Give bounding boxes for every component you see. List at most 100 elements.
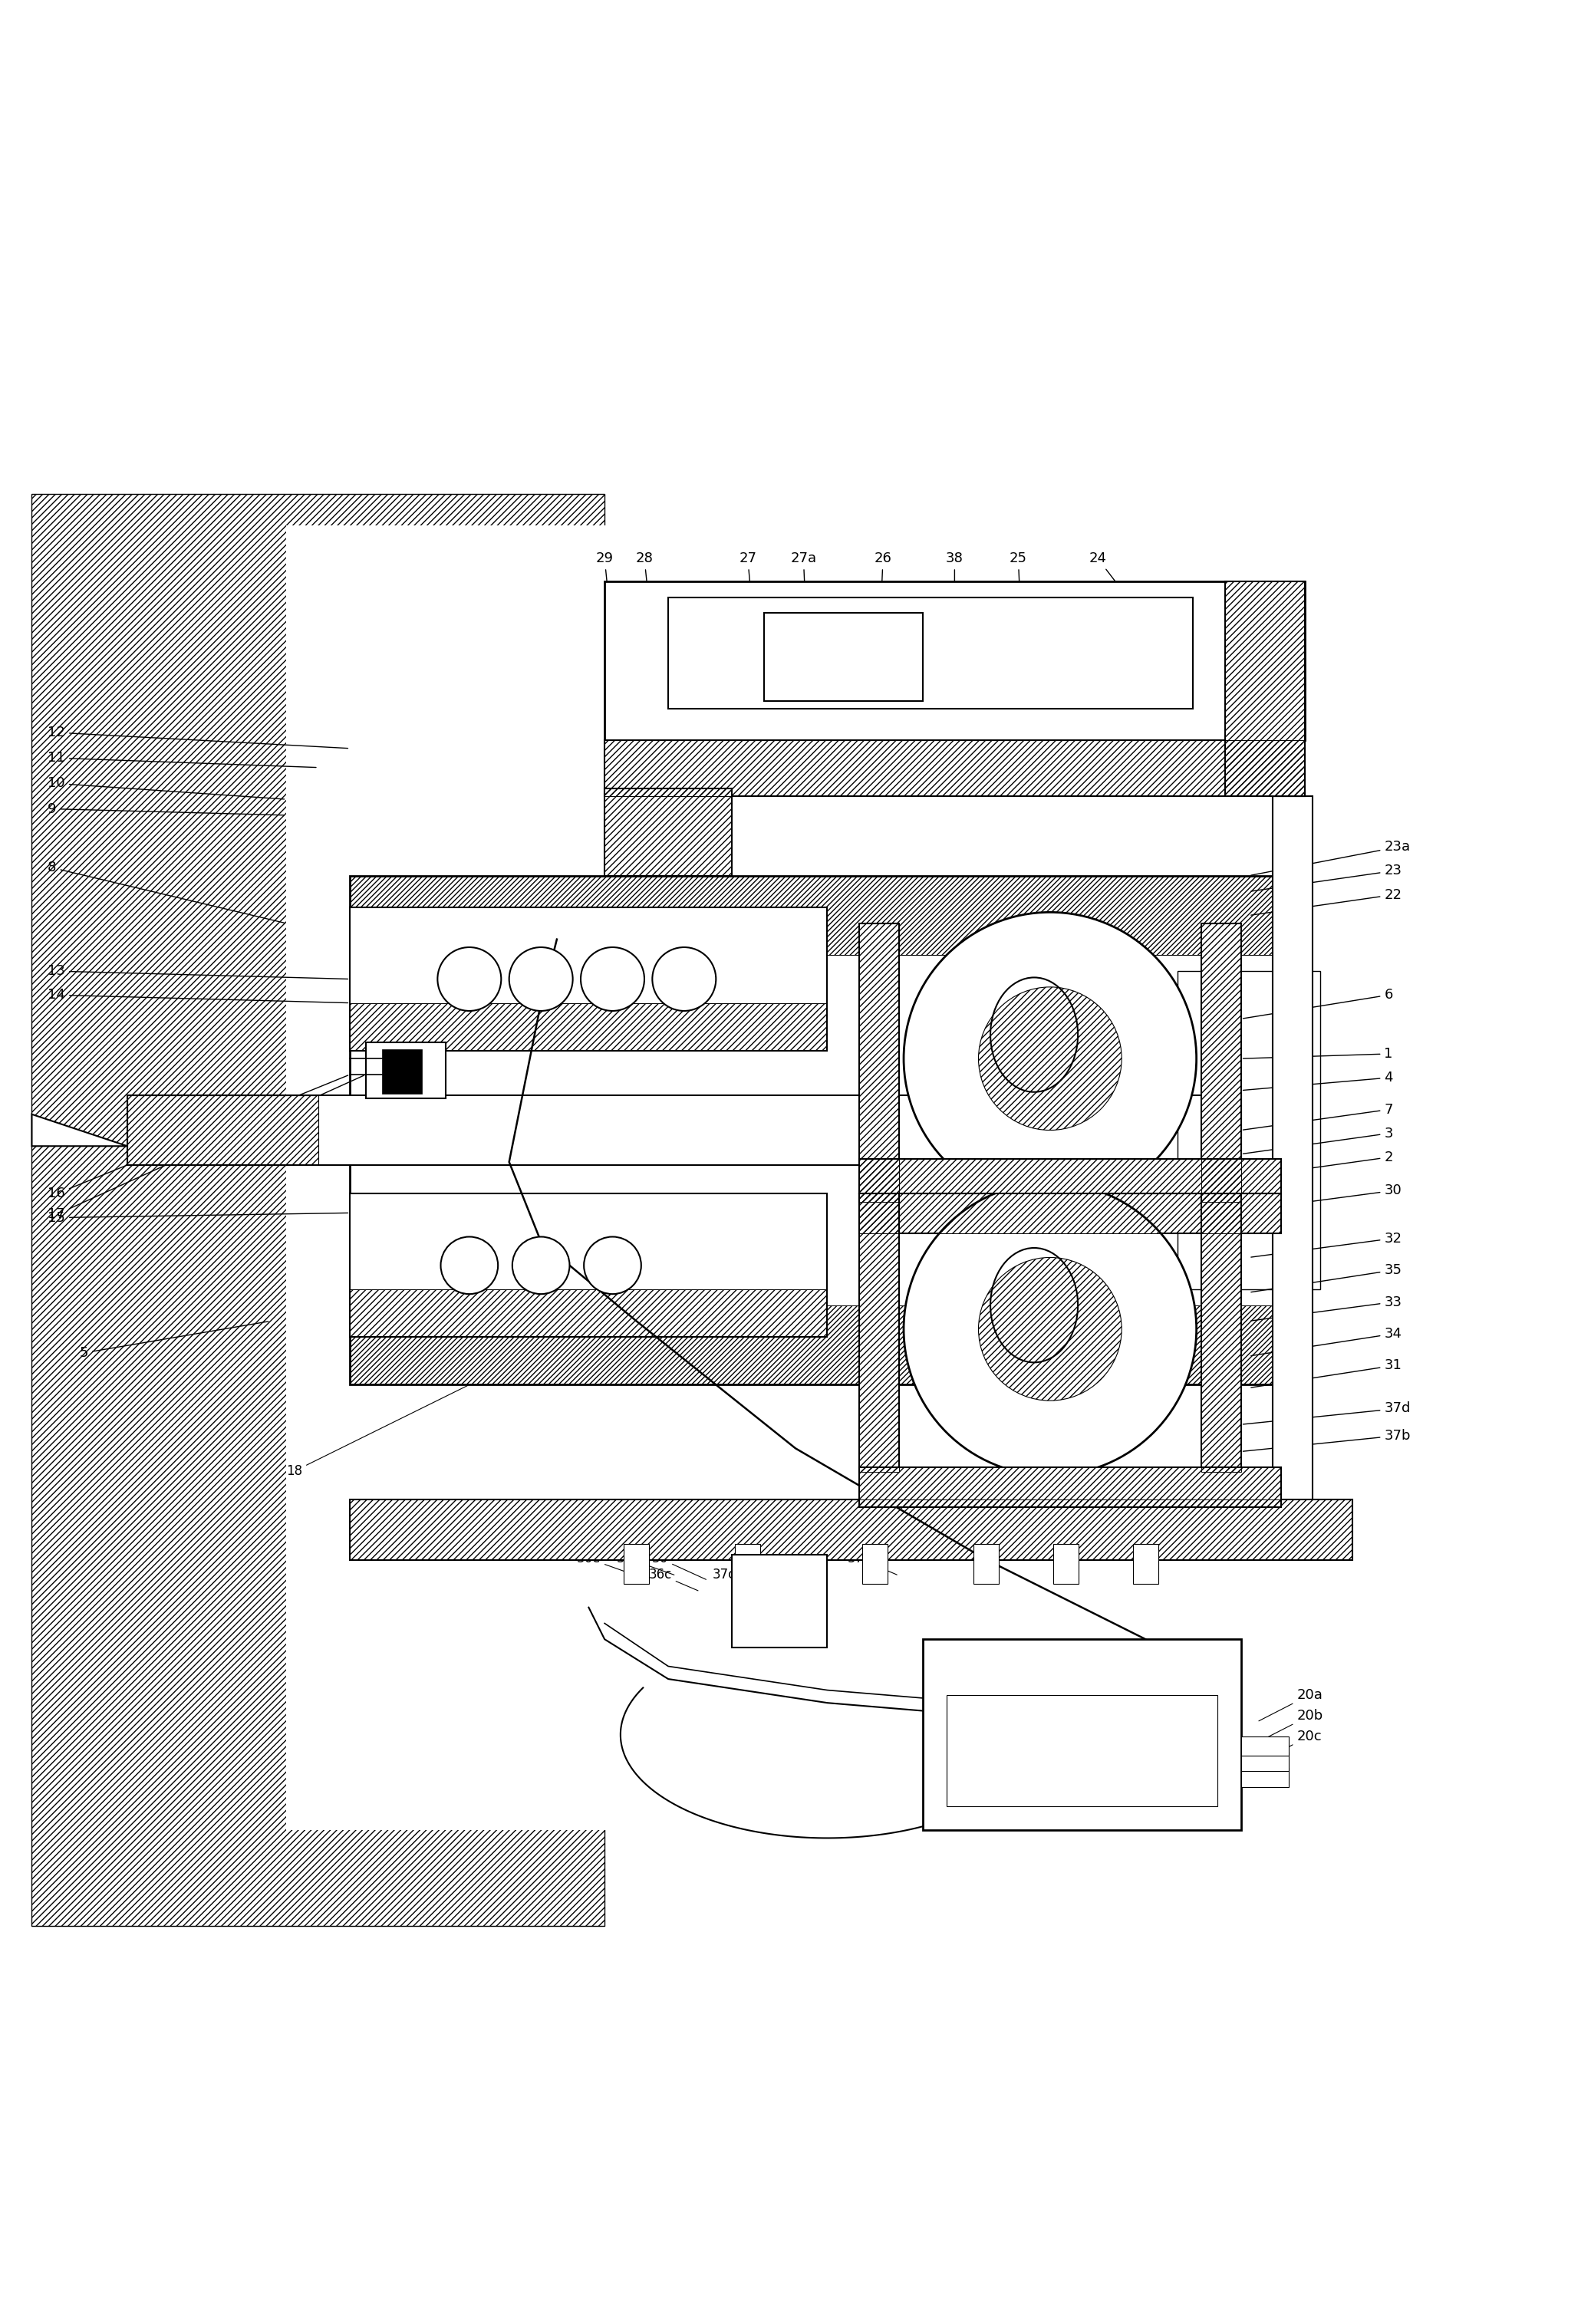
Text: 36b: 36b [480, 1522, 547, 1550]
Circle shape [512, 1236, 570, 1294]
Bar [605, 741, 1305, 797]
Ellipse shape [990, 978, 1077, 1092]
Text: 27: 27 [738, 551, 764, 739]
Text: 17: 17 [48, 1076, 364, 1222]
Text: 13: 13 [48, 964, 348, 978]
Circle shape [509, 948, 573, 1011]
Text: 27a: 27a [791, 551, 816, 739]
Text: 7: 7 [1243, 1102, 1394, 1129]
Text: 14: 14 [48, 988, 348, 1004]
Text: 2: 2 [1243, 1150, 1394, 1178]
Text: 37: 37 [740, 1552, 756, 1578]
Text: 8: 8 [48, 860, 285, 923]
Bar [624, 1543, 649, 1583]
Bar [859, 1160, 1281, 1195]
Text: 38: 38 [945, 551, 964, 739]
Bar [947, 1694, 1217, 1806]
Text: 36e: 36e [576, 1552, 635, 1576]
Bar [668, 597, 1193, 709]
Text: 19: 19 [971, 1687, 988, 1708]
Bar [382, 1048, 422, 1095]
Bar [605, 581, 1305, 741]
Text: 4: 4 [1243, 1071, 1394, 1090]
Text: 12: 12 [48, 725, 348, 748]
Text: 37c: 37c [713, 1569, 738, 1592]
Bar [1273, 797, 1313, 1513]
Text: 37a: 37a [783, 1552, 810, 1573]
Bar [1225, 581, 1305, 797]
Bar [923, 1638, 1241, 1829]
Text: 23a: 23a [1251, 841, 1410, 876]
Bar [974, 1543, 999, 1583]
Circle shape [438, 948, 501, 1011]
Ellipse shape [990, 1248, 1077, 1362]
Text: 24: 24 [1088, 551, 1239, 744]
Text: 15: 15 [48, 1211, 348, 1225]
Bar [350, 1499, 1352, 1559]
Text: 25: 25 [1009, 551, 1028, 739]
Bar [350, 906, 827, 1050]
Text: 5: 5 [80, 1322, 269, 1360]
Bar [735, 1543, 760, 1583]
Text: 31: 31 [1251, 1360, 1402, 1387]
Text: 1: 1 [1243, 1046, 1392, 1060]
Bar [1201, 923, 1241, 1202]
Text: 37b: 37b [1243, 1429, 1411, 1450]
Bar [350, 1195, 827, 1336]
Bar [862, 1543, 888, 1583]
Bar [1053, 1543, 1079, 1583]
Text: 20a: 20a [1258, 1687, 1322, 1722]
Text: 20c: 20c [1258, 1729, 1322, 1762]
Text: 36d: 36d [480, 1501, 539, 1538]
Bar [350, 876, 1305, 1385]
Text: 28: 28 [635, 551, 668, 786]
Bar [1241, 1752, 1289, 1771]
Circle shape [584, 1236, 641, 1294]
Bar [127, 1095, 1241, 1164]
Text: 18: 18 [286, 1385, 468, 1478]
Bar [732, 1555, 827, 1648]
Polygon shape [32, 1113, 127, 1146]
Circle shape [652, 948, 716, 1011]
Text: 9: 9 [48, 802, 285, 816]
Bar [1177, 971, 1321, 1290]
Bar [859, 1466, 1281, 1508]
Circle shape [441, 1236, 498, 1294]
Text: 36c: 36c [649, 1569, 698, 1590]
Bar [1201, 1195, 1241, 1471]
Text: 30: 30 [1251, 1183, 1402, 1208]
Text: 37d: 37d [1243, 1401, 1411, 1425]
Text: 37e: 37e [846, 1552, 897, 1576]
Text: 32: 32 [1251, 1232, 1402, 1257]
Text: 34: 34 [1251, 1327, 1402, 1355]
Text: 22: 22 [1251, 888, 1402, 916]
Text: 33: 33 [1251, 1294, 1402, 1320]
Text: 36: 36 [652, 1552, 706, 1580]
Bar [859, 923, 899, 1202]
Bar [1241, 1736, 1289, 1755]
Text: 37d: 37d [1052, 1501, 1095, 1538]
Polygon shape [32, 495, 605, 1927]
Text: 36a: 36a [616, 1552, 675, 1576]
Bar [1241, 1769, 1289, 1787]
Bar [859, 1195, 1281, 1234]
Text: 21: 21 [1058, 1687, 1076, 1708]
Circle shape [581, 948, 644, 1011]
Text: 35: 35 [1251, 1264, 1402, 1292]
Bar [1133, 1543, 1158, 1583]
Text: 37b: 37b [1044, 1522, 1095, 1550]
Text: 10: 10 [48, 776, 285, 799]
Text: 29: 29 [595, 551, 628, 795]
Bar [605, 788, 732, 876]
Bar [764, 614, 923, 700]
Polygon shape [286, 525, 1352, 1829]
Text: 6: 6 [1243, 988, 1392, 1018]
Text: 23: 23 [1251, 865, 1402, 892]
Circle shape [904, 913, 1196, 1204]
Text: 26: 26 [873, 551, 893, 739]
Bar [859, 1195, 899, 1471]
Circle shape [904, 1183, 1196, 1476]
Text: 3: 3 [1243, 1127, 1394, 1153]
Text: 16: 16 [48, 1076, 348, 1202]
Text: 20b: 20b [1258, 1708, 1324, 1741]
